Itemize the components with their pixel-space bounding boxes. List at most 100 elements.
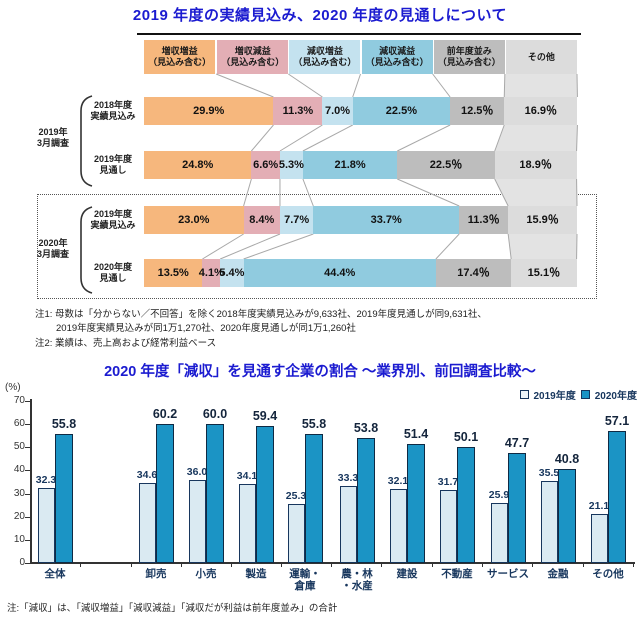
top-chart-note-1b: 2019年度実績見込みが同1万1,270社、2020年度見通しが同1万1,260… (56, 323, 356, 334)
survey-group-label-line: 3月調査 (36, 138, 69, 148)
category-label-line: 製造 (245, 568, 267, 580)
x-axis-line (30, 562, 635, 564)
segment-value-r1-c4: 22.5％ (429, 159, 463, 171)
row-label-line: 見通し (99, 165, 127, 175)
column-header-1: 増収減益 （見込み含む） (217, 40, 289, 74)
y-tick-mark-70 (25, 401, 30, 402)
x-tick-mark-11 (633, 563, 634, 567)
value-label-2020-9: 40.8 (554, 451, 580, 466)
segment-value-r3-c4: 17.4％ (457, 267, 490, 279)
category-label-2: 小売 (176, 568, 236, 580)
column-header-2: 減収増益 （見込み含む） (289, 40, 361, 74)
value-label-2020-8: 47.7 (504, 435, 530, 450)
segment-value-r0-c0: 29.9% (193, 105, 225, 117)
segment-value-r2-c5: 15.9％ (526, 214, 559, 226)
highlight-dashed-box (37, 194, 597, 299)
y-tick-label-10: 10 (13, 533, 25, 545)
bar-2020-0 (55, 433, 73, 563)
category-label-6: 建設 (377, 568, 437, 580)
value-label-2019-4: 25.3 (285, 490, 307, 503)
survey-group-label-line: 2019年 (38, 127, 68, 137)
y-tick-label-60: 60 (13, 418, 25, 430)
category-label-10: その他 (578, 568, 638, 580)
column-header-3: 減収減益 （見込み含む） (361, 40, 433, 74)
bar-2020-9 (558, 468, 576, 563)
segment-r2-c3 (313, 206, 460, 234)
value-label-2020-6: 51.4 (403, 427, 429, 442)
column-header-line: 減収増益 (306, 46, 343, 56)
category-label-line: その他 (592, 568, 624, 580)
value-label-2020-0: 55.8 (51, 416, 77, 431)
y-tick-mark-50 (25, 447, 30, 449)
y-tick-label-20: 20 (13, 510, 25, 522)
y-axis-unit-label: (%) (5, 382, 21, 393)
segment-value-r1-c3: 21.8% (334, 159, 366, 171)
y-tick-label-30: 30 (13, 487, 25, 499)
y-tick-label-70: 70 (13, 395, 25, 406)
survey-group-label-1: 2020年 3月調査 (26, 238, 80, 260)
category-label-line: 運輸・ (289, 568, 321, 580)
y-tick-mark-60 (25, 424, 30, 426)
segment-r3-c3 (243, 259, 436, 287)
segment-r3-c0 (144, 259, 203, 287)
x-tick-mark-9 (532, 563, 533, 567)
column-header-line: 前年度並み (446, 46, 492, 56)
segment-r2-c0 (144, 206, 244, 234)
row-label-line: 実績見込み (90, 220, 136, 230)
value-label-2019-3: 34.1 (236, 470, 258, 483)
y-tick-mark-0 (25, 563, 30, 564)
bar-2020-1 (156, 423, 174, 563)
segment-r2-c4 (459, 206, 509, 234)
y-tick-mark-30 (25, 493, 30, 495)
row-label-3: 2020年度 見通し (84, 262, 142, 284)
category-label-4: 運輸・ 倉庫 (275, 568, 335, 592)
bar-2019-6 (389, 488, 407, 563)
segment-value-r2-c4: 11.3％ (467, 214, 500, 226)
value-label-2020-10: 57.1 (604, 413, 630, 428)
y-tick-label-40: 40 (13, 464, 25, 476)
value-label-2019-5: 33.3 (337, 471, 359, 484)
segment-value-r1-c5: 18.9％ (519, 159, 552, 171)
bar-2019-8 (490, 503, 508, 563)
category-label-line: サービス (487, 568, 529, 580)
top-chart-title: 2019 年度の実績見込み、2020 年度の見通しについて (132, 7, 508, 24)
segment-r1-c3 (302, 151, 398, 179)
column-header-line: （見込み含む） (437, 57, 501, 67)
segment-r1-c1 (251, 151, 280, 179)
segment-r1-c4 (397, 151, 495, 179)
bar-2019-7 (439, 489, 457, 563)
row-label-line: 2019年度 (93, 154, 133, 164)
x-tick-mark-8 (482, 563, 483, 567)
y-axis-line (30, 399, 32, 564)
column-header-line: （見込み含む） (221, 57, 285, 67)
bottom-chart-note: 注:「減収」は、「減収増益」「減収減益」「減収だが利益は前年度並み」の合計 (7, 603, 338, 614)
survey-group-label-line: 2020年 (38, 238, 68, 248)
y-tick-label-50: 50 (13, 441, 25, 453)
x-tick-mark-3 (231, 563, 232, 567)
column-header-0: 増収増益 （見込み含む） (144, 40, 216, 74)
value-label-2020-5: 53.8 (353, 421, 379, 436)
column-header-line: 増収増益 (161, 46, 198, 56)
category-label-8: サービス (478, 568, 538, 580)
category-label-line: 不動産 (441, 568, 473, 580)
value-label-2020-1: 60.2 (152, 406, 178, 421)
category-label-line: 倉庫 (294, 580, 316, 592)
bar-2019-10 (590, 514, 608, 563)
segment-value-r2-c2: 7.7% (284, 214, 310, 226)
bar-2020-8 (508, 452, 526, 563)
bar-2020-4 (305, 433, 323, 563)
segment-value-r0-c2: 7.0% (325, 105, 351, 117)
segment-r1-c5 (494, 151, 577, 179)
top-chart-note-2: 注2: 業績は、売上高および経常利益ベース (35, 338, 217, 349)
legend: 2019年度 2020年度 (519, 387, 637, 402)
segment-value-r3-c5: 15.1％ (527, 267, 561, 279)
category-label-5: 農・林 ・水産 (327, 568, 387, 592)
value-label-2019-6: 32.1 (387, 474, 409, 487)
segment-value-r3-c0: 13.5% (157, 267, 189, 279)
value-label-2020-7: 50.1 (453, 430, 479, 445)
segment-r0-c4 (450, 97, 505, 125)
x-tick-mark-5 (331, 563, 332, 567)
bar-2020-7 (457, 447, 475, 563)
segment-value-r2-c3: 33.7% (370, 214, 402, 226)
category-label-line: 全体 (44, 568, 66, 580)
